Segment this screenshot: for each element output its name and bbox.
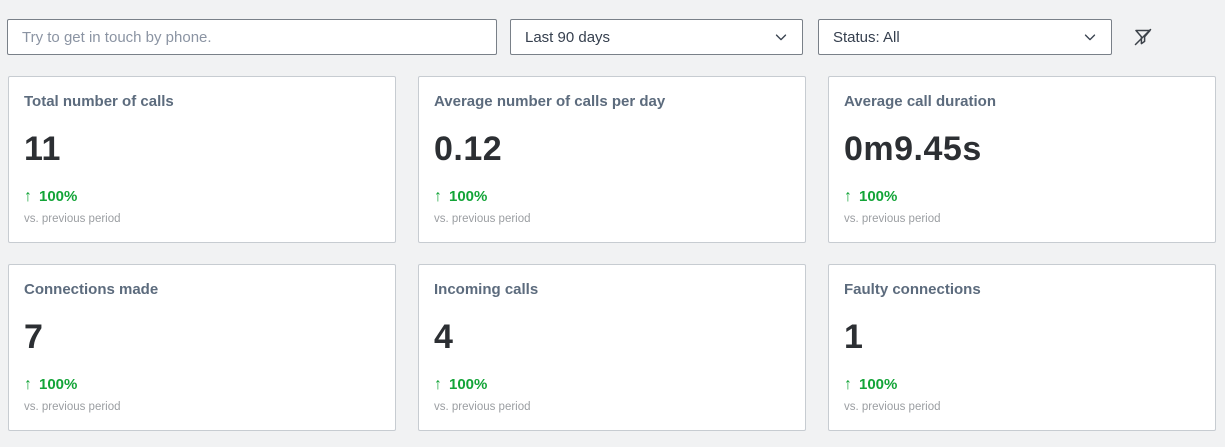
up-arrow-icon: ↑ [434, 188, 442, 205]
card-value: 0.12 [434, 130, 503, 168]
stat-card-avg-calls-per-day: Average number of calls per day 0.12 ↑ 1… [418, 76, 806, 243]
card-delta-value: 100% [859, 188, 898, 205]
card-delta: ↑ 100% [24, 375, 380, 395]
card-title: Faulty connections [844, 281, 981, 298]
card-delta: ↑ 100% [434, 375, 790, 395]
card-value: 0m9.45s [844, 130, 982, 168]
up-arrow-icon: ↑ [24, 188, 32, 205]
stat-card-avg-call-duration: Average call duration 0m9.45s ↑ 100% vs.… [828, 76, 1216, 243]
card-caption: vs. previous period [844, 213, 941, 225]
stat-card-connections-made: Connections made 7 ↑ 100% vs. previous p… [8, 264, 396, 431]
chevron-down-icon [772, 28, 790, 46]
card-caption: vs. previous period [24, 401, 121, 413]
search-input[interactable] [7, 19, 497, 55]
stat-card-incoming-calls: Incoming calls 4 ↑ 100% vs. previous per… [418, 264, 806, 431]
card-delta: ↑ 100% [844, 187, 1200, 207]
card-caption: vs. previous period [844, 401, 941, 413]
card-title: Average call duration [844, 93, 996, 110]
card-value: 1 [844, 318, 864, 356]
date-range-select-value: Last 90 days [525, 28, 611, 46]
status-select[interactable]: Status: All [818, 19, 1112, 55]
date-range-select[interactable]: Last 90 days [510, 19, 803, 55]
filter-off-icon [1131, 25, 1155, 49]
card-delta: ↑ 100% [434, 187, 790, 207]
card-delta: ↑ 100% [844, 375, 1200, 395]
card-caption: vs. previous period [434, 213, 531, 225]
card-caption: vs. previous period [434, 401, 531, 413]
card-title: Average number of calls per day [434, 93, 666, 110]
up-arrow-icon: ↑ [844, 376, 852, 393]
up-arrow-icon: ↑ [24, 376, 32, 393]
card-value: 7 [24, 318, 44, 356]
card-caption: vs. previous period [24, 213, 121, 225]
filter-bar: Last 90 days Status: All [0, 0, 1225, 55]
card-delta: ↑ 100% [24, 187, 380, 207]
card-title: Total number of calls [24, 93, 174, 110]
card-delta-value: 100% [449, 376, 488, 393]
chevron-down-icon [1081, 28, 1099, 46]
card-title: Connections made [24, 281, 159, 298]
card-title: Incoming calls [434, 281, 539, 298]
card-value: 4 [434, 318, 454, 356]
stat-card-total-calls: Total number of calls 11 ↑ 100% vs. prev… [8, 76, 396, 243]
card-delta-value: 100% [39, 188, 78, 205]
clear-filters-button[interactable] [1129, 23, 1157, 51]
card-delta-value: 100% [39, 376, 78, 393]
card-delta-value: 100% [859, 376, 898, 393]
stat-card-faulty-connections: Faulty connections 1 ↑ 100% vs. previous… [828, 264, 1216, 431]
stat-cards-grid: Total number of calls 11 ↑ 100% vs. prev… [8, 76, 1225, 431]
card-value: 11 [24, 130, 61, 168]
up-arrow-icon: ↑ [434, 376, 442, 393]
up-arrow-icon: ↑ [844, 188, 852, 205]
card-delta-value: 100% [449, 188, 488, 205]
status-select-value: Status: All [833, 28, 900, 46]
